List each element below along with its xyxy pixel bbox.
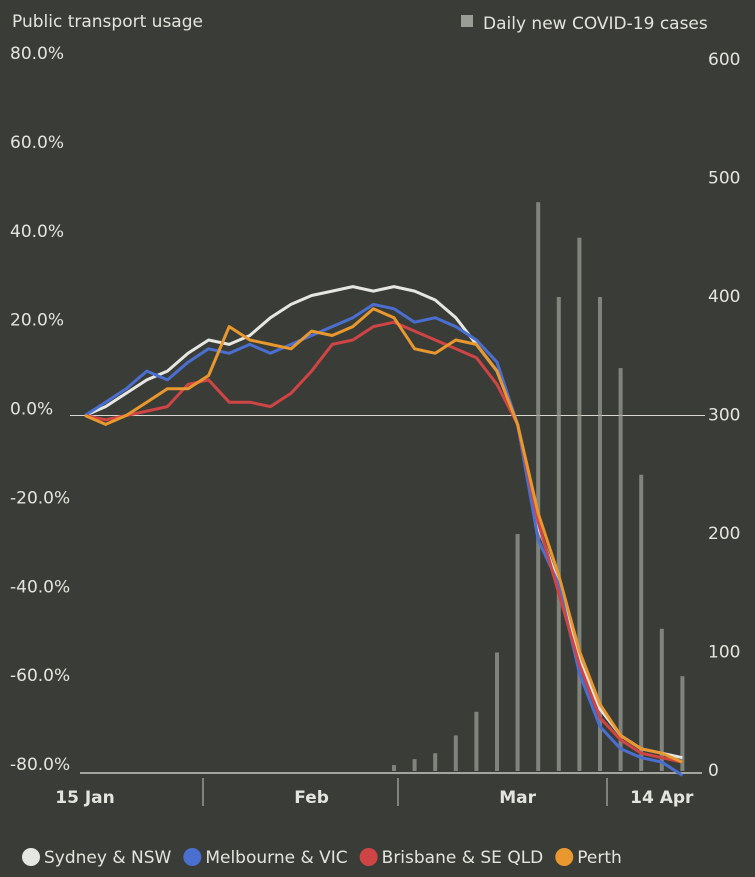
case-bar: [413, 759, 417, 771]
legend-label: Daily new COVID-19 cases: [483, 14, 708, 34]
x-tick-label: 14 Apr: [630, 788, 694, 808]
y2-tick-label: 600: [708, 50, 740, 70]
chart-title: Public transport usage: [12, 12, 203, 32]
y-tick-label: -40.0%: [10, 577, 70, 597]
legend-swatch: [461, 15, 473, 27]
y-tick-label: -80.0%: [10, 755, 70, 775]
y2-tick-label: 300: [708, 406, 740, 426]
case-bar: [495, 653, 499, 772]
legend-swatch: [360, 848, 378, 866]
legend-swatch: [555, 848, 573, 866]
legend-label: Perth: [577, 848, 622, 868]
y2-tick-label: 500: [708, 169, 740, 189]
legend-label: Melbourne & VIC: [205, 848, 347, 868]
y-tick-label: 80.0%: [10, 44, 64, 64]
x-tick-label: 15 Jan: [55, 788, 114, 808]
y-tick-label: -20.0%: [10, 488, 70, 508]
case-bar: [660, 629, 664, 771]
case-bar: [619, 368, 623, 771]
y-tick-label: 40.0%: [10, 222, 64, 242]
legend-label: Sydney & NSW: [44, 848, 172, 868]
case-bar: [516, 534, 520, 771]
y2-tick-label: 200: [708, 524, 740, 544]
y-tick-label: 0.0%: [10, 400, 53, 420]
y2-tick-label: 0: [708, 761, 719, 781]
case-bar: [454, 735, 458, 771]
legend-label: Brisbane & SE QLD: [382, 848, 544, 868]
legend-swatch: [22, 848, 40, 866]
y2-tick-label: 100: [708, 643, 740, 663]
case-bar: [433, 753, 437, 771]
case-bar: [577, 238, 581, 771]
y2-tick-label: 400: [708, 287, 740, 307]
y-tick-label: -60.0%: [10, 666, 70, 686]
case-bar: [557, 297, 561, 771]
legend-swatch: [183, 848, 201, 866]
y-tick-label: 60.0%: [10, 133, 64, 153]
case-bar: [639, 475, 643, 771]
case-bar: [536, 202, 540, 771]
x-tick-label: Feb: [294, 788, 329, 808]
y-tick-label: 20.0%: [10, 311, 64, 331]
case-bar: [474, 712, 478, 771]
case-bar: [392, 765, 396, 771]
x-tick-label: Mar: [499, 788, 536, 808]
chart: Public transport usage 80.0% 60.0% 40.0% 20…: [0, 0, 755, 877]
